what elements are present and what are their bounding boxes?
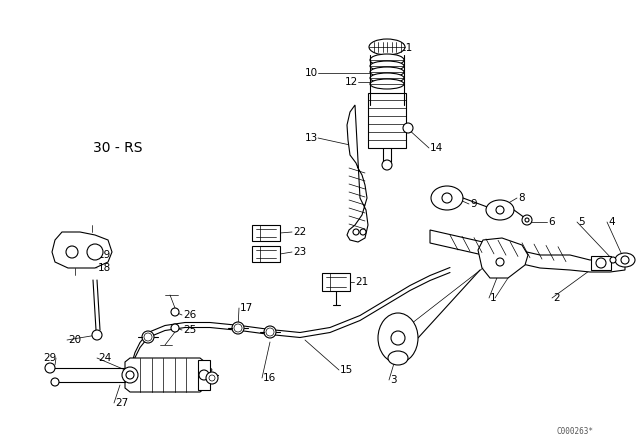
Circle shape <box>171 308 179 316</box>
Circle shape <box>66 246 78 258</box>
Text: 14: 14 <box>430 143 444 153</box>
Polygon shape <box>347 105 368 242</box>
Ellipse shape <box>370 61 404 71</box>
Bar <box>368 93 406 148</box>
Polygon shape <box>52 232 112 268</box>
Bar <box>198 360 210 390</box>
Text: 26: 26 <box>183 310 196 320</box>
Text: 22: 22 <box>293 227 307 237</box>
Polygon shape <box>430 230 625 272</box>
Text: 12: 12 <box>345 77 358 87</box>
Text: 20: 20 <box>68 335 81 345</box>
Ellipse shape <box>388 351 408 365</box>
Circle shape <box>171 324 179 332</box>
Text: 25: 25 <box>183 325 196 335</box>
Circle shape <box>45 363 55 373</box>
Circle shape <box>353 229 359 235</box>
Circle shape <box>209 375 215 381</box>
Circle shape <box>199 370 209 380</box>
Text: 21: 21 <box>355 277 368 287</box>
Text: 15: 15 <box>340 365 353 375</box>
Circle shape <box>232 322 244 334</box>
Text: 2: 2 <box>553 293 559 303</box>
Text: 10: 10 <box>305 68 318 78</box>
Circle shape <box>382 160 392 170</box>
Bar <box>591 256 611 270</box>
Text: 1: 1 <box>490 293 497 303</box>
Bar <box>252 246 280 262</box>
Text: C000263*: C000263* <box>557 427 593 436</box>
Text: 29: 29 <box>44 353 57 363</box>
Circle shape <box>264 326 276 338</box>
Circle shape <box>51 378 59 386</box>
Circle shape <box>360 229 366 235</box>
Text: 7: 7 <box>436 193 443 203</box>
Text: 17: 17 <box>240 303 253 313</box>
Text: 5: 5 <box>578 217 584 227</box>
Circle shape <box>206 372 218 384</box>
Text: 4: 4 <box>608 217 614 227</box>
Text: 18: 18 <box>98 263 111 273</box>
Bar <box>322 273 350 291</box>
Circle shape <box>621 256 629 264</box>
Text: 8: 8 <box>518 193 525 203</box>
Text: 28: 28 <box>200 368 213 378</box>
Polygon shape <box>125 358 205 392</box>
Circle shape <box>266 328 274 336</box>
Circle shape <box>496 258 504 266</box>
Circle shape <box>525 218 529 222</box>
Text: 24: 24 <box>98 353 111 363</box>
Text: 16: 16 <box>263 373 276 383</box>
Circle shape <box>92 330 102 340</box>
Ellipse shape <box>486 200 514 220</box>
Text: 13: 13 <box>305 133 318 143</box>
Text: 23: 23 <box>293 247 307 257</box>
Circle shape <box>391 331 405 345</box>
Ellipse shape <box>370 67 404 77</box>
Circle shape <box>144 333 152 341</box>
Circle shape <box>122 367 138 383</box>
Circle shape <box>496 206 504 214</box>
Ellipse shape <box>370 54 404 66</box>
Text: 11: 11 <box>400 43 413 53</box>
Circle shape <box>442 193 452 203</box>
Circle shape <box>87 244 103 260</box>
Circle shape <box>596 258 606 268</box>
Text: 6: 6 <box>548 217 555 227</box>
Ellipse shape <box>369 39 405 55</box>
Bar <box>252 225 280 241</box>
Ellipse shape <box>370 79 404 89</box>
Ellipse shape <box>431 186 463 210</box>
Circle shape <box>126 371 134 379</box>
Circle shape <box>142 331 154 343</box>
Text: 9: 9 <box>470 199 477 209</box>
Text: 3: 3 <box>390 375 397 385</box>
Text: 19: 19 <box>98 250 111 260</box>
Circle shape <box>403 123 413 133</box>
Text: 30 - RS: 30 - RS <box>93 141 143 155</box>
Text: 27: 27 <box>115 398 128 408</box>
Circle shape <box>234 324 242 332</box>
Ellipse shape <box>370 73 404 83</box>
Circle shape <box>610 257 616 263</box>
Ellipse shape <box>615 253 635 267</box>
Ellipse shape <box>378 313 418 363</box>
Circle shape <box>522 215 532 225</box>
Polygon shape <box>478 238 528 278</box>
